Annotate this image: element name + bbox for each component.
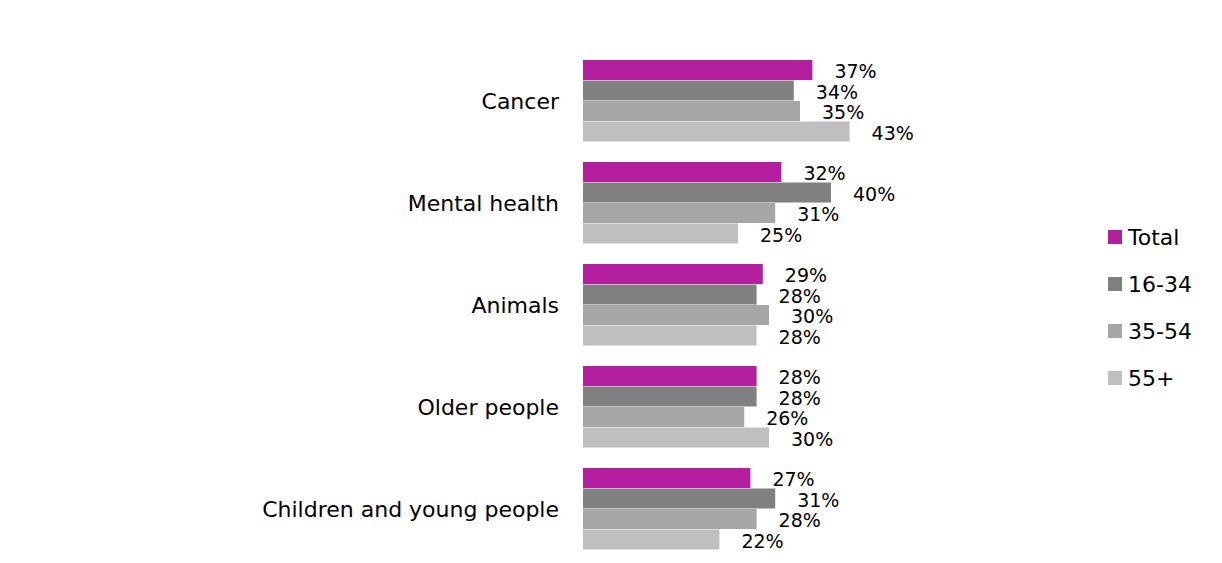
bar <box>583 264 763 284</box>
data-label: 32% <box>803 162 845 184</box>
bars <box>583 60 850 550</box>
bar <box>583 81 794 101</box>
bar <box>583 428 769 448</box>
bar <box>583 407 744 427</box>
legend-label: 55+ <box>1128 366 1174 391</box>
data-label: 28% <box>779 326 821 348</box>
data-label: 31% <box>797 203 839 225</box>
category-label: Children and young people <box>262 497 559 522</box>
bar <box>583 468 750 488</box>
legend-swatch <box>1108 230 1122 244</box>
data-label: 31% <box>797 489 839 511</box>
data-label: 22% <box>741 530 783 552</box>
bar <box>583 60 812 80</box>
category-label: Animals <box>471 293 559 318</box>
category-label: Older people <box>417 395 559 420</box>
data-label: 28% <box>779 387 821 409</box>
legend-label: 35-54 <box>1128 319 1192 344</box>
data-label: 34% <box>816 81 858 103</box>
legend-label: Total <box>1127 225 1179 250</box>
data-label: 29% <box>785 264 827 286</box>
bar <box>583 509 757 529</box>
data-label: 37% <box>834 60 876 82</box>
data-label: 40% <box>853 183 895 205</box>
bar <box>583 203 775 223</box>
data-label: 26% <box>766 407 808 429</box>
legend-swatch <box>1108 324 1122 338</box>
category-label: Mental health <box>408 191 559 216</box>
bar <box>583 285 757 305</box>
legend-swatch <box>1108 371 1122 385</box>
bar <box>583 326 757 346</box>
data-label: 28% <box>779 366 821 388</box>
data-label: 28% <box>779 509 821 531</box>
legend-swatch <box>1108 277 1122 291</box>
category-label: Cancer <box>482 89 560 114</box>
data-label: 30% <box>791 428 833 450</box>
chart: Cancer 37%34%35% 43% Mental health 32% 40% 31%… <box>0 0 1222 563</box>
data-label: 27% <box>772 468 814 490</box>
data-label: 30% <box>791 305 833 327</box>
bar <box>583 387 757 407</box>
bar <box>583 224 738 244</box>
data-label: 25% <box>760 224 802 246</box>
legend: Total 16-34 35-54 55+ <box>1108 225 1192 391</box>
bar <box>583 305 769 325</box>
labels: Cancer 37%34%35% 43% Mental health 32% 40% 31%… <box>262 60 914 552</box>
bar <box>583 489 775 509</box>
bar <box>583 101 800 121</box>
data-label: 35% <box>822 101 864 123</box>
bar <box>583 162 781 182</box>
bar <box>583 122 850 142</box>
bar <box>583 366 757 386</box>
legend-label: 16-34 <box>1128 272 1192 297</box>
bar <box>583 530 719 550</box>
bar <box>583 183 831 203</box>
data-label: 43% <box>872 122 914 144</box>
data-label: 28% <box>779 285 821 307</box>
